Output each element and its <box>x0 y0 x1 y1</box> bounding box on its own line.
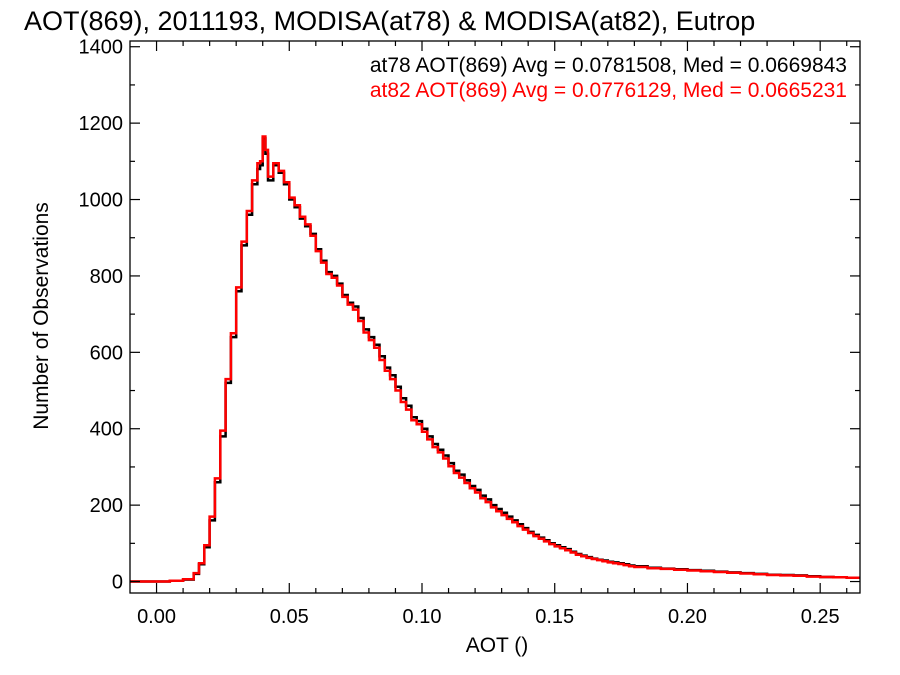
x-tick-label: 0.15 <box>535 606 574 628</box>
x-tick-label: 0.05 <box>270 606 309 628</box>
x-tick-label: 0.00 <box>137 606 176 628</box>
y-tick-label: 1400 <box>79 37 124 59</box>
series-0-line <box>130 137 860 583</box>
x-axis-title: AOT () <box>466 634 529 657</box>
x-tick-label: 0.25 <box>801 606 840 628</box>
annotation-at82-stats: at82 AOT(869) Avg = 0.0776129, Med = 0.0… <box>370 79 847 102</box>
y-tick-label: 800 <box>90 266 123 288</box>
y-tick-label: 1200 <box>79 113 124 135</box>
y-tick-label: 400 <box>90 419 123 441</box>
y-tick-label: 200 <box>90 495 123 517</box>
plot-area: 0.00 0.05 0.10 0.15 0.20 0.25 0 200 400 600 800 100… <box>79 37 861 628</box>
y-axis-title: Number of Observations <box>30 202 53 430</box>
series-1-line <box>130 135 860 583</box>
x-tick-label: 0.20 <box>668 606 707 628</box>
y-tick-label: 600 <box>90 342 123 364</box>
plot-frame <box>129 40 861 594</box>
x-tick-label: 0.10 <box>403 606 442 628</box>
annotation-at78-stats: at78 AOT(869) Avg = 0.0781508, Med = 0.0… <box>370 54 847 77</box>
y-tick-label: 1000 <box>79 190 124 212</box>
chart-title: AOT(869), 2011193, MODISA(at78) & MODISA… <box>24 6 755 36</box>
y-tick-label: 0 <box>112 572 123 594</box>
